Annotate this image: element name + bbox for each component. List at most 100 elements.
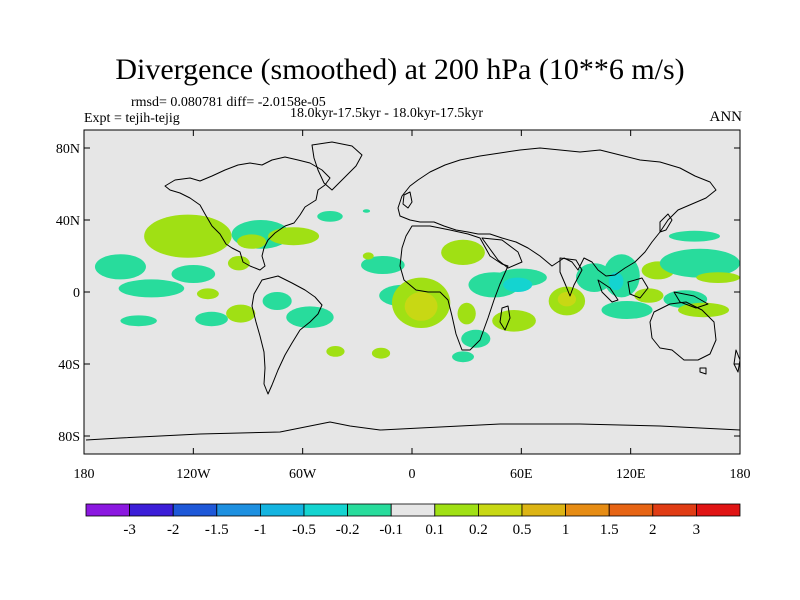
coastline-eurasia <box>397 147 717 277</box>
colorbar-box-1 <box>129 503 174 517</box>
coastline-uk <box>402 191 413 209</box>
colorbar-box-0 <box>85 503 130 517</box>
coastline-borneo <box>627 277 649 299</box>
colorbar-label-3: -1 <box>254 522 267 538</box>
coastline-antarctica <box>85 421 740 441</box>
contour-region-3 <box>171 265 216 283</box>
contour-region-43 <box>362 209 371 213</box>
contour-region-35 <box>601 301 653 319</box>
colorbar-box-9 <box>477 503 523 517</box>
coastline-new-guinea <box>673 291 709 309</box>
colorbar-label-12: 2 <box>649 522 657 538</box>
colorbar-box-10 <box>521 503 566 517</box>
colorbar-box-13 <box>652 503 697 517</box>
contour-region-42 <box>668 230 720 242</box>
rmsd-diff-stats: rmsd= 0.080781 diff= -2.0158e-05 <box>131 95 326 110</box>
contour-region-7 <box>227 256 250 271</box>
colorbar-label-1: -2 <box>167 522 180 538</box>
contour-region-5 <box>195 311 228 327</box>
coastline-japan <box>659 213 673 233</box>
y-tick-label-4: 80S <box>58 430 80 445</box>
colorbar-label-5: -0.2 <box>336 522 360 538</box>
y-tick-label-2: 0 <box>73 286 80 301</box>
colorbar-label-4: -0.5 <box>292 522 316 538</box>
season-label: ANN <box>709 109 743 125</box>
coastline-tasmania <box>699 367 707 375</box>
contour-region-12 <box>226 304 256 323</box>
contour-region-34 <box>608 272 624 291</box>
contour-region-4 <box>120 315 157 327</box>
colorbar-box-2 <box>172 503 218 517</box>
contour-region-21 <box>441 239 485 265</box>
axes: 180 120W 60W 0 60E 120E 180 80N 40N 0 40S 80S <box>56 130 751 482</box>
x-tick-label-0: 180 <box>74 467 95 482</box>
contour-region-9 <box>237 234 267 249</box>
contour-region-0 <box>94 254 146 280</box>
contour-region-32 <box>576 263 613 292</box>
coastlines <box>85 141 740 441</box>
contour-region-25 <box>503 277 533 292</box>
contour-region-6 <box>196 288 219 300</box>
contour-region-15 <box>326 346 345 357</box>
contour-region-22 <box>457 302 476 325</box>
coastline-india <box>559 257 583 297</box>
y-tick-label-3: 40S <box>58 358 80 373</box>
x-tick-label-6: 180 <box>730 467 751 482</box>
colorbar: -3 -2 -1.5 -1 -0.5 -0.2 -0.1 0.1 0.2 0.5 1 1.5 2 3 <box>85 503 741 538</box>
contour-region-2 <box>118 279 185 298</box>
colorbar-box-12 <box>608 503 654 517</box>
colorbar-label-2: -1.5 <box>205 522 229 538</box>
colorbar-box-11 <box>565 503 610 517</box>
contour-region-37 <box>659 248 740 278</box>
colorbar-box-7 <box>390 503 436 517</box>
colorbar-label-9: 0.5 <box>513 522 532 538</box>
colorbar-box-6 <box>347 503 392 517</box>
coastline-sumatra <box>597 279 619 303</box>
colorbar-box-14 <box>696 503 741 517</box>
chart-title: Divergence (smoothed) at 200 hPa (10**6 … <box>115 53 685 86</box>
colorbar-box-4 <box>259 503 305 517</box>
contour-region-17 <box>362 252 374 260</box>
x-tick-label-5: 120E <box>616 467 646 482</box>
colorbar-box-5 <box>303 503 348 517</box>
colorbar-box-8 <box>434 503 479 517</box>
coastline-arabia <box>481 237 523 269</box>
coastline-africa <box>399 225 509 351</box>
coastline-north-america <box>164 156 331 271</box>
x-tick-label-4: 60E <box>510 467 533 482</box>
colorbar-label-13: 3 <box>693 522 701 538</box>
contour-region-26 <box>492 310 536 332</box>
period-label: 18.0kyr-17.5kyr - 18.0kyr-17.5kyr <box>290 106 484 121</box>
contour-region-40 <box>696 272 740 283</box>
contour-region-29 <box>371 347 391 359</box>
colorbar-label-7: 0.1 <box>425 522 444 538</box>
colorbar-label-0: -3 <box>123 522 136 538</box>
divergence-contours <box>94 209 740 363</box>
contour-region-10 <box>268 227 320 246</box>
contour-region-20 <box>404 292 438 321</box>
x-tick-label-1: 120W <box>176 467 211 482</box>
coastline-madagascar <box>499 305 511 331</box>
coastline-greenland <box>311 141 363 191</box>
colorbar-label-11: 1.5 <box>600 522 619 538</box>
contour-region-16 <box>360 256 405 274</box>
contour-region-11 <box>317 211 343 222</box>
experiment-label: Expt = tejih-tejig <box>84 111 180 126</box>
y-tick-label-0: 80N <box>56 142 80 157</box>
contour-region-1 <box>144 214 232 258</box>
contour-region-31 <box>557 292 577 307</box>
coastline-new-zealand <box>733 349 740 373</box>
contour-region-28 <box>452 351 474 363</box>
colorbar-box-3 <box>216 503 261 517</box>
coastline-australia <box>649 301 717 361</box>
contour-region-13 <box>262 292 292 310</box>
colorbar-label-10: 1 <box>562 522 570 538</box>
contour-region-38 <box>634 288 664 303</box>
colorbar-label-6: -0.1 <box>379 522 403 538</box>
x-tick-label-2: 60W <box>289 467 317 482</box>
contour-region-14 <box>286 306 334 329</box>
colorbar-label-8: 0.2 <box>469 522 488 538</box>
contour-region-27 <box>461 329 491 348</box>
x-tick-label-3: 0 <box>409 467 416 482</box>
